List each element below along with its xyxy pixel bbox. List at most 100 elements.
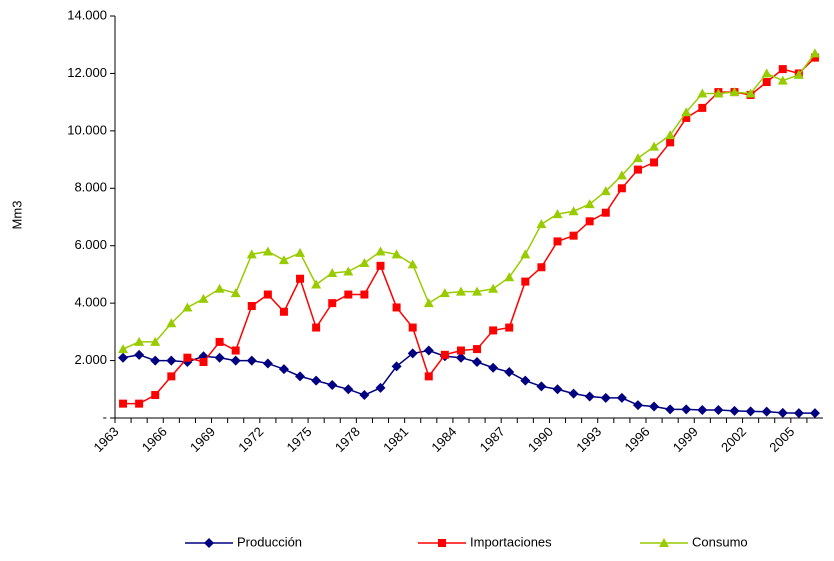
marker bbox=[215, 337, 224, 346]
marker bbox=[311, 375, 322, 386]
marker bbox=[713, 88, 724, 98]
y-tick-label: 14.000 bbox=[67, 7, 107, 22]
marker bbox=[167, 372, 176, 381]
x-tick-label: 1981 bbox=[380, 424, 411, 455]
marker bbox=[488, 283, 499, 293]
y-tick-label: 4.000 bbox=[74, 295, 107, 310]
marker bbox=[376, 261, 385, 270]
marker bbox=[488, 362, 499, 373]
marker bbox=[455, 352, 466, 363]
marker bbox=[391, 249, 402, 259]
marker bbox=[553, 237, 562, 246]
y-tick-label: 2.000 bbox=[74, 352, 107, 367]
marker bbox=[537, 263, 546, 272]
marker bbox=[392, 303, 401, 312]
marker bbox=[327, 267, 338, 277]
marker bbox=[198, 293, 209, 303]
marker bbox=[408, 323, 417, 332]
legend-label: Importaciones bbox=[470, 534, 552, 549]
marker bbox=[118, 344, 129, 354]
marker bbox=[344, 290, 353, 299]
x-tick-label: 1969 bbox=[187, 424, 218, 455]
marker bbox=[504, 272, 515, 282]
marker bbox=[745, 88, 756, 98]
marker bbox=[698, 103, 707, 112]
series bbox=[119, 53, 819, 408]
marker bbox=[359, 390, 370, 401]
marker bbox=[505, 323, 514, 332]
marker bbox=[584, 391, 595, 402]
x-tick-label: 1963 bbox=[90, 424, 121, 455]
series bbox=[118, 48, 820, 354]
marker bbox=[552, 209, 563, 219]
marker bbox=[439, 288, 450, 298]
y-tick-label: 6.000 bbox=[74, 237, 107, 252]
marker bbox=[263, 290, 272, 299]
marker bbox=[150, 336, 161, 346]
marker bbox=[569, 231, 578, 240]
marker bbox=[296, 274, 305, 283]
marker bbox=[650, 158, 659, 167]
x-tick-label: 1996 bbox=[621, 424, 652, 455]
marker bbox=[521, 277, 530, 286]
series bbox=[118, 345, 820, 419]
marker bbox=[343, 384, 354, 395]
y-tick-label: 10.000 bbox=[67, 122, 107, 137]
marker bbox=[777, 75, 788, 85]
marker bbox=[328, 299, 337, 308]
y-tick-label: 12.000 bbox=[67, 65, 107, 80]
marker bbox=[150, 355, 161, 366]
marker bbox=[681, 404, 692, 415]
marker bbox=[697, 404, 708, 415]
marker bbox=[214, 352, 225, 363]
marker bbox=[166, 355, 177, 366]
marker bbox=[681, 107, 692, 117]
marker bbox=[568, 388, 579, 399]
marker bbox=[536, 381, 547, 392]
marker bbox=[489, 326, 498, 335]
x-tick-label: 1993 bbox=[573, 424, 604, 455]
x-tick-label: 1990 bbox=[525, 424, 556, 455]
x-tick-label: 1984 bbox=[428, 424, 459, 455]
marker bbox=[778, 65, 787, 74]
marker bbox=[424, 372, 433, 381]
x-tick-label: 1972 bbox=[235, 424, 266, 455]
marker bbox=[135, 399, 144, 408]
marker bbox=[600, 186, 611, 196]
marker bbox=[552, 384, 563, 395]
marker bbox=[682, 113, 691, 122]
marker bbox=[204, 538, 214, 548]
marker bbox=[536, 219, 547, 229]
y-tick-label: - bbox=[103, 409, 107, 424]
marker bbox=[359, 257, 370, 267]
marker bbox=[520, 375, 531, 386]
marker bbox=[504, 367, 515, 378]
marker bbox=[585, 217, 594, 226]
marker bbox=[472, 286, 483, 296]
marker bbox=[407, 348, 418, 359]
series-line bbox=[122, 349, 815, 414]
marker bbox=[793, 408, 804, 419]
x-tick-label: 1999 bbox=[670, 424, 701, 455]
series-line bbox=[122, 52, 816, 350]
marker bbox=[666, 138, 675, 147]
marker bbox=[601, 208, 610, 217]
marker bbox=[713, 404, 724, 415]
marker bbox=[327, 379, 338, 390]
y-tick-label: 8.000 bbox=[74, 180, 107, 195]
marker bbox=[665, 130, 676, 140]
marker bbox=[295, 371, 306, 382]
marker bbox=[278, 364, 289, 375]
marker bbox=[616, 170, 627, 180]
marker bbox=[456, 346, 465, 355]
marker bbox=[632, 153, 643, 163]
marker bbox=[423, 345, 434, 356]
legend-item: Producción bbox=[185, 534, 302, 549]
marker bbox=[632, 400, 643, 411]
marker bbox=[279, 307, 288, 316]
marker bbox=[262, 358, 273, 369]
marker bbox=[423, 298, 434, 308]
marker bbox=[199, 358, 208, 367]
marker bbox=[472, 357, 483, 368]
